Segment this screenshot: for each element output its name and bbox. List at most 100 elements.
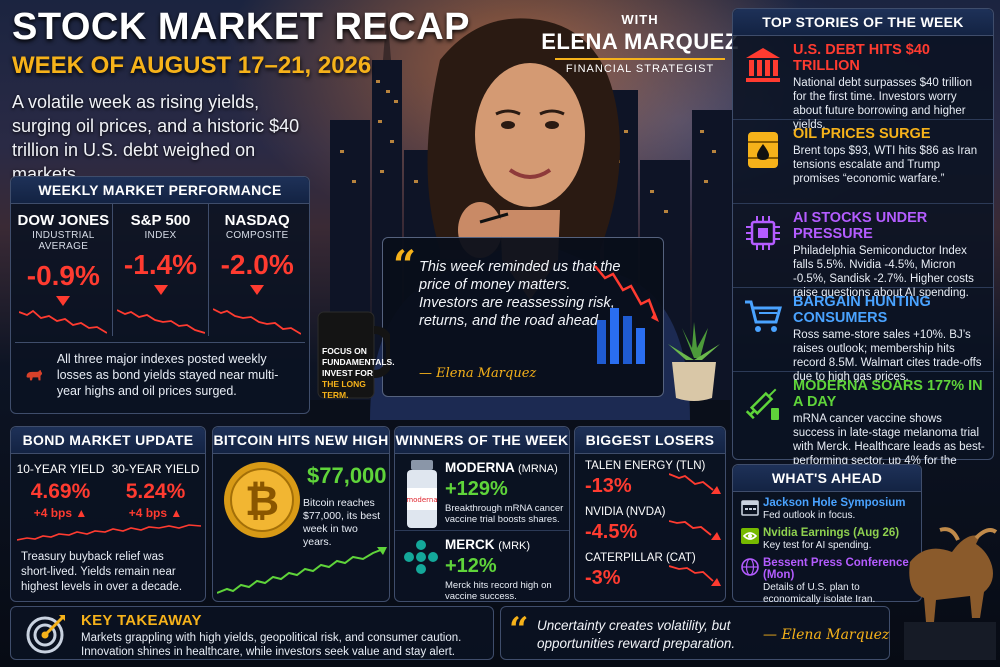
closing-text: Uncertainty creates volatility, but oppo… (537, 618, 736, 651)
story-text: Philadelphia Semiconductor Index falls 5… (793, 245, 974, 299)
winner-item: MERCK (MRK) +12% Merck hits record high … (395, 530, 569, 606)
takeaway-title: KEY TAKEAWAY (81, 612, 202, 629)
top-stories-panel: TOP STORIES OF THE WEEK U.S. DEBT HITS $… (732, 8, 994, 481)
syringe-icon (745, 388, 779, 420)
loser-item: TALEN ENERGY (TLN) -13% (575, 454, 725, 500)
down-arrow-icon (153, 285, 168, 295)
sparkline-up-icon (217, 547, 387, 594)
up-arrow-icon: ▲ (170, 506, 183, 520)
oil-barrel-icon (748, 132, 778, 168)
winner-change: +12% (445, 555, 497, 577)
down-arrow-icon (250, 285, 265, 295)
yield-30yr: 30-YEAR YIELD 5.24% +4 bps ▲ (108, 454, 203, 520)
down-arrow-icon (56, 296, 71, 306)
winners-panel: WINNERS OF THE WEEK moderna MODERNA (MRN… (394, 426, 570, 602)
yield-value: 4.69% (30, 480, 91, 503)
vaccine-vial-icon: moderna (406, 460, 438, 528)
story-text: Brent tops $93, WTI hits $86 as Iran ten… (793, 145, 978, 185)
losers-panel: BIGGEST LOSERS TALEN ENERGY (TLN) -13% N… (574, 426, 726, 602)
losers-title: BIGGEST LOSERS (575, 427, 725, 454)
index-sub: INDEX (144, 230, 177, 241)
bitcoin-coin-icon: ₿ (224, 462, 300, 538)
winner-name: MERCK (445, 537, 495, 552)
trend-down-icon (669, 473, 721, 494)
loser-item: NVIDIA (NVDA) -4.5% (575, 500, 725, 546)
quote-signature: — Elena Marquez (419, 366, 537, 381)
presenter-name: ELENA MARQUEZ (541, 29, 739, 54)
ahead-item: Jackson Hole Symposium Fed outlook in fo… (733, 492, 921, 522)
target-icon (26, 615, 65, 654)
loser-change: -13% (585, 475, 632, 497)
performance-title: WEEKLY MARKET PERFORMANCE (11, 177, 309, 204)
story-item: OIL PRICES SURGE Brent tops $93, WTI hit… (733, 120, 993, 204)
sparkline-up-icon (17, 524, 201, 541)
index-sp500: S&P 500 INDEX -1.4% (111, 204, 209, 336)
loser-name: TALEN ENERGY (TLN) (585, 460, 706, 472)
nvidia-logo-icon (741, 528, 759, 544)
story-item: AI STOCKS UNDER PRESSURE Philadelphia Se… (733, 204, 993, 299)
winner-ticker: (MRNA) (518, 463, 558, 475)
quote-text: This week reminded us that the price of … (419, 259, 621, 329)
mug-line: INVEST FOR (322, 368, 374, 378)
presenter-role: FINANCIAL STRATEGIST (565, 63, 715, 75)
yield-change: +4 bps (33, 506, 73, 520)
ahead-event-title: Bessent Press Conference (Mon) (763, 557, 909, 581)
winners-title: WINNERS OF THE WEEK (395, 427, 569, 454)
bitcoin-note: Bitcoin reaches $77,000, its best week i… (303, 497, 381, 548)
intro-text: A volatile week as rising yields, surgin… (12, 92, 300, 184)
chip-icon (746, 216, 780, 250)
performance-note-row: All three major indexes posted weekly lo… (15, 342, 305, 407)
story-headline: BARGAIN HUNTING CONSUMERS (793, 294, 931, 326)
bank-icon (746, 48, 780, 82)
index-dow: DOW JONES INDUSTRIAL AVERAGE -0.9% (15, 204, 112, 336)
presenter-credit: WITH ELENA MARQUEZ FINANCIAL STRATEGIST (540, 12, 740, 75)
index-sub: INDUSTRIAL AVERAGE (32, 230, 95, 252)
loser-change: -3% (585, 567, 621, 589)
winner-name: MODERNA (445, 460, 515, 475)
index-name: DOW JONES (17, 212, 110, 229)
index-nasdaq: NASDAQ COMPOSITE -2.0% (208, 204, 305, 336)
page-title: STOCK MARKET RECAP (12, 6, 470, 48)
index-name: NASDAQ (224, 212, 290, 229)
bear-icon (26, 370, 43, 381)
bitcoin-panel: BITCOIN HITS NEW HIGH ₿ $77,000 Bitcoin … (212, 426, 390, 602)
story-headline: U.S. DEBT HITS $40 TRILLION (793, 42, 930, 74)
yield-value: 5.24% (125, 480, 186, 503)
ahead-event-text: Fed outlook in focus. (763, 510, 856, 521)
story-item: BARGAIN HUNTING CONSUMERS Ross same-stor… (733, 288, 993, 383)
winner-note: Merck hits record high on vaccine succes… (445, 580, 552, 602)
yield-label: 10-YEAR YIELD (16, 462, 105, 476)
bull-statue-icon (904, 527, 998, 660)
key-takeaway-panel: KEY TAKEAWAY Markets grappling with high… (10, 606, 494, 660)
yield-10yr: 10-YEAR YIELD 4.69% +4 bps ▲ (13, 454, 108, 520)
bitcoin-price: $77,000 (307, 463, 387, 488)
trend-down-icon (669, 565, 721, 586)
up-arrow-icon: ▲ (75, 506, 88, 520)
week-subtitle: WEEK OF AUGUST 17–21, 2026 (12, 52, 372, 79)
sparkline-down-icon (116, 309, 205, 334)
ahead-item: Nvidia Earnings (Aug 26) Key test for AI… (733, 522, 921, 552)
quote-mark-icon: “ (509, 610, 529, 650)
mug-line: FOCUS ON (322, 346, 367, 356)
loser-item: CATERPILLAR (CAT) -3% (575, 546, 725, 592)
loser-name: CATERPILLAR (CAT) (585, 552, 696, 564)
globe-icon (741, 558, 759, 576)
story-text: Ross same-store sales +10%. BJ’s raises … (793, 329, 982, 383)
winner-change: +129% (445, 478, 508, 500)
closing-signature: — Elena Marquez (763, 627, 890, 643)
mug-line: FUNDAMENTALS. (322, 357, 395, 367)
bond-note: Treasury buyback relief was short-lived.… (21, 551, 183, 593)
whats-ahead-panel: WHAT'S AHEAD Jackson Hole Symposium Fed … (732, 464, 922, 605)
takeaway-text: Markets grappling with high yields, geop… (81, 632, 462, 658)
story-headline: OIL PRICES SURGE (793, 126, 931, 142)
story-item: MODERNA SOARS 177% IN A DAY mRNA cancer … (733, 372, 993, 481)
ahead-event-title: Jackson Hole Symposium (763, 497, 906, 509)
ahead-event-title: Nvidia Earnings (Aug 26) (763, 527, 900, 539)
ahead-event-text: Key test for AI spending. (763, 540, 872, 551)
mug-slogan: FOCUS ON FUNDAMENTALS. INVEST FOR THE LO… (322, 346, 395, 401)
winner-ticker: (MRK) (498, 540, 531, 552)
story-headline: AI STOCKS UNDER PRESSURE (793, 210, 928, 242)
mug-line: THE LONG TERM. (322, 379, 366, 400)
quote-card: “ This week reminded us that the price o… (382, 237, 664, 397)
yield-change: +4 bps (128, 506, 168, 520)
